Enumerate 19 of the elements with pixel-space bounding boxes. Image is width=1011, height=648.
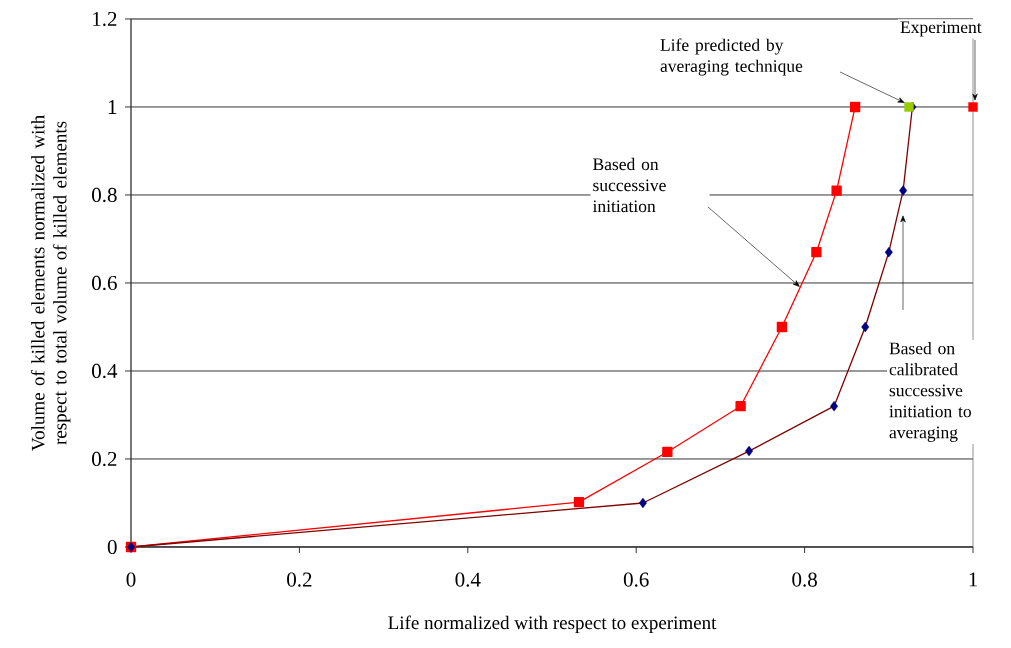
x-tick-label: 0 bbox=[126, 572, 136, 587]
y-tick-label: 1.2 bbox=[93, 11, 117, 27]
y-tick-label: 0.6 bbox=[92, 275, 117, 291]
annotation: Experiment bbox=[900, 21, 982, 37]
x-axis-title: Life normalized with respect to experiment bbox=[388, 615, 717, 634]
y-tick-label: 1 bbox=[108, 100, 117, 114]
y-axis-title: Volume of killed elements normalized with respect to total volume of killed elements bbox=[30, 115, 71, 451]
annotation: Life predicted by averaging technique bbox=[660, 38, 803, 76]
annotation: Based on calibrated successive initiation to averaging bbox=[889, 342, 971, 442]
y-tick-label: 0 bbox=[107, 539, 117, 555]
y-tick-label: 0.8 bbox=[92, 187, 117, 203]
x-tick-label: 0.4 bbox=[455, 572, 481, 587]
x-tick-label: 1 bbox=[969, 572, 977, 587]
y-tick-label: 0.2 bbox=[92, 451, 117, 467]
x-tick-label: 0.2 bbox=[287, 572, 312, 587]
x-tick-label: 0.6 bbox=[623, 572, 649, 587]
y-tick-label: 0.4 bbox=[92, 363, 118, 379]
x-tick-label: 0.8 bbox=[792, 572, 817, 587]
annotation: Based on successive initiation bbox=[592, 157, 666, 213]
